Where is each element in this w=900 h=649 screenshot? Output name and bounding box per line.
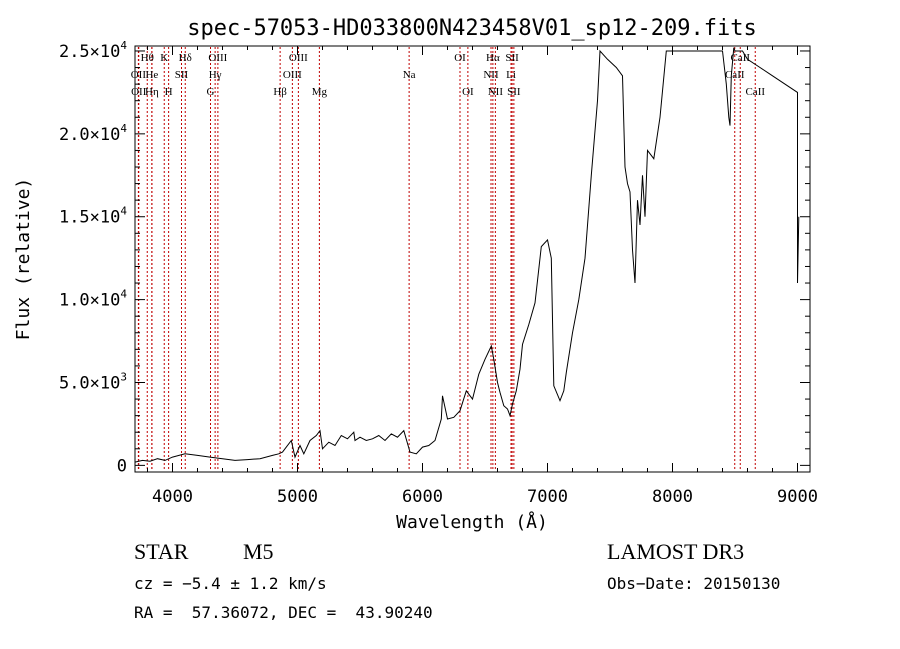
line-label: OIII — [208, 52, 227, 64]
line-label: NII — [483, 69, 499, 81]
x-tick-label: 5000 — [277, 487, 318, 507]
x-axis-label: Wavelength (Å) — [396, 511, 548, 533]
line-label: OIII — [289, 52, 308, 64]
x-tick-label: 7000 — [527, 487, 568, 507]
line-label: H — [165, 86, 173, 98]
object-subclass: M5 — [243, 539, 274, 564]
line-label: Hθ — [141, 52, 154, 64]
line-label: Hγ — [209, 69, 222, 81]
line-label: OIII — [283, 69, 302, 81]
line-label: SII — [175, 69, 189, 81]
x-axis-ticks: 4000 5000 6000 7000 8000 9000 — [147, 46, 818, 507]
y-axis-ticks: 0 5.0×103 1.0×104 1.5×104 2.0×104 2.5×104 — [59, 39, 810, 476]
x-tick-label: 6000 — [402, 487, 443, 507]
line-label: G — [207, 86, 215, 98]
y-axis-label: Flux (relative) — [13, 178, 34, 341]
line-label: Mg — [312, 86, 328, 98]
y-tick-label: 0 — [117, 456, 127, 476]
line-label: CaII — [725, 69, 745, 81]
line-label: Li — [506, 69, 516, 81]
x-tick-label: 4000 — [152, 487, 193, 507]
line-label: SII — [507, 86, 521, 98]
spectral-line-markers — [137, 47, 756, 471]
line-label: OI — [462, 86, 474, 98]
line-label: Hη — [145, 86, 159, 98]
line-label: Hβ — [273, 86, 287, 98]
object-class: STAR — [134, 539, 189, 564]
ra-dec: RA = 57.36072, DEC = 43.90240 — [134, 603, 433, 622]
y-tick-label: 5.0×103 — [59, 370, 127, 393]
chart-title: spec-57053-HD033800N423458V01_sp12-209.f… — [187, 16, 757, 41]
line-label: Hδ — [179, 52, 192, 64]
line-label: K — [160, 52, 168, 64]
y-tick-label: 1.0×104 — [59, 288, 127, 311]
plot-frame — [134, 45, 811, 473]
obs-date: Obs−Date: 20150130 — [607, 574, 781, 593]
y-tick-label: 2.0×104 — [59, 122, 127, 145]
line-label: OII — [131, 69, 147, 81]
line-label: Na — [403, 69, 416, 81]
line-label: SII — [505, 52, 519, 64]
x-tick-label: 9000 — [777, 487, 818, 507]
spectrum-line — [134, 47, 800, 463]
y-tick-label: 2.5×104 — [59, 39, 127, 62]
line-label: NII — [488, 86, 504, 98]
redshift-cz: cz = −5.4 ± 1.2 km/s — [134, 574, 327, 593]
line-label: He — [145, 69, 158, 81]
survey-name: LAMOST DR3 — [607, 539, 745, 564]
line-label: Hα — [486, 52, 500, 64]
line-label: OI — [454, 52, 466, 64]
x-tick-label: 8000 — [652, 487, 693, 507]
y-tick-label: 1.5×104 — [59, 205, 127, 228]
line-label: CaII — [745, 86, 765, 98]
